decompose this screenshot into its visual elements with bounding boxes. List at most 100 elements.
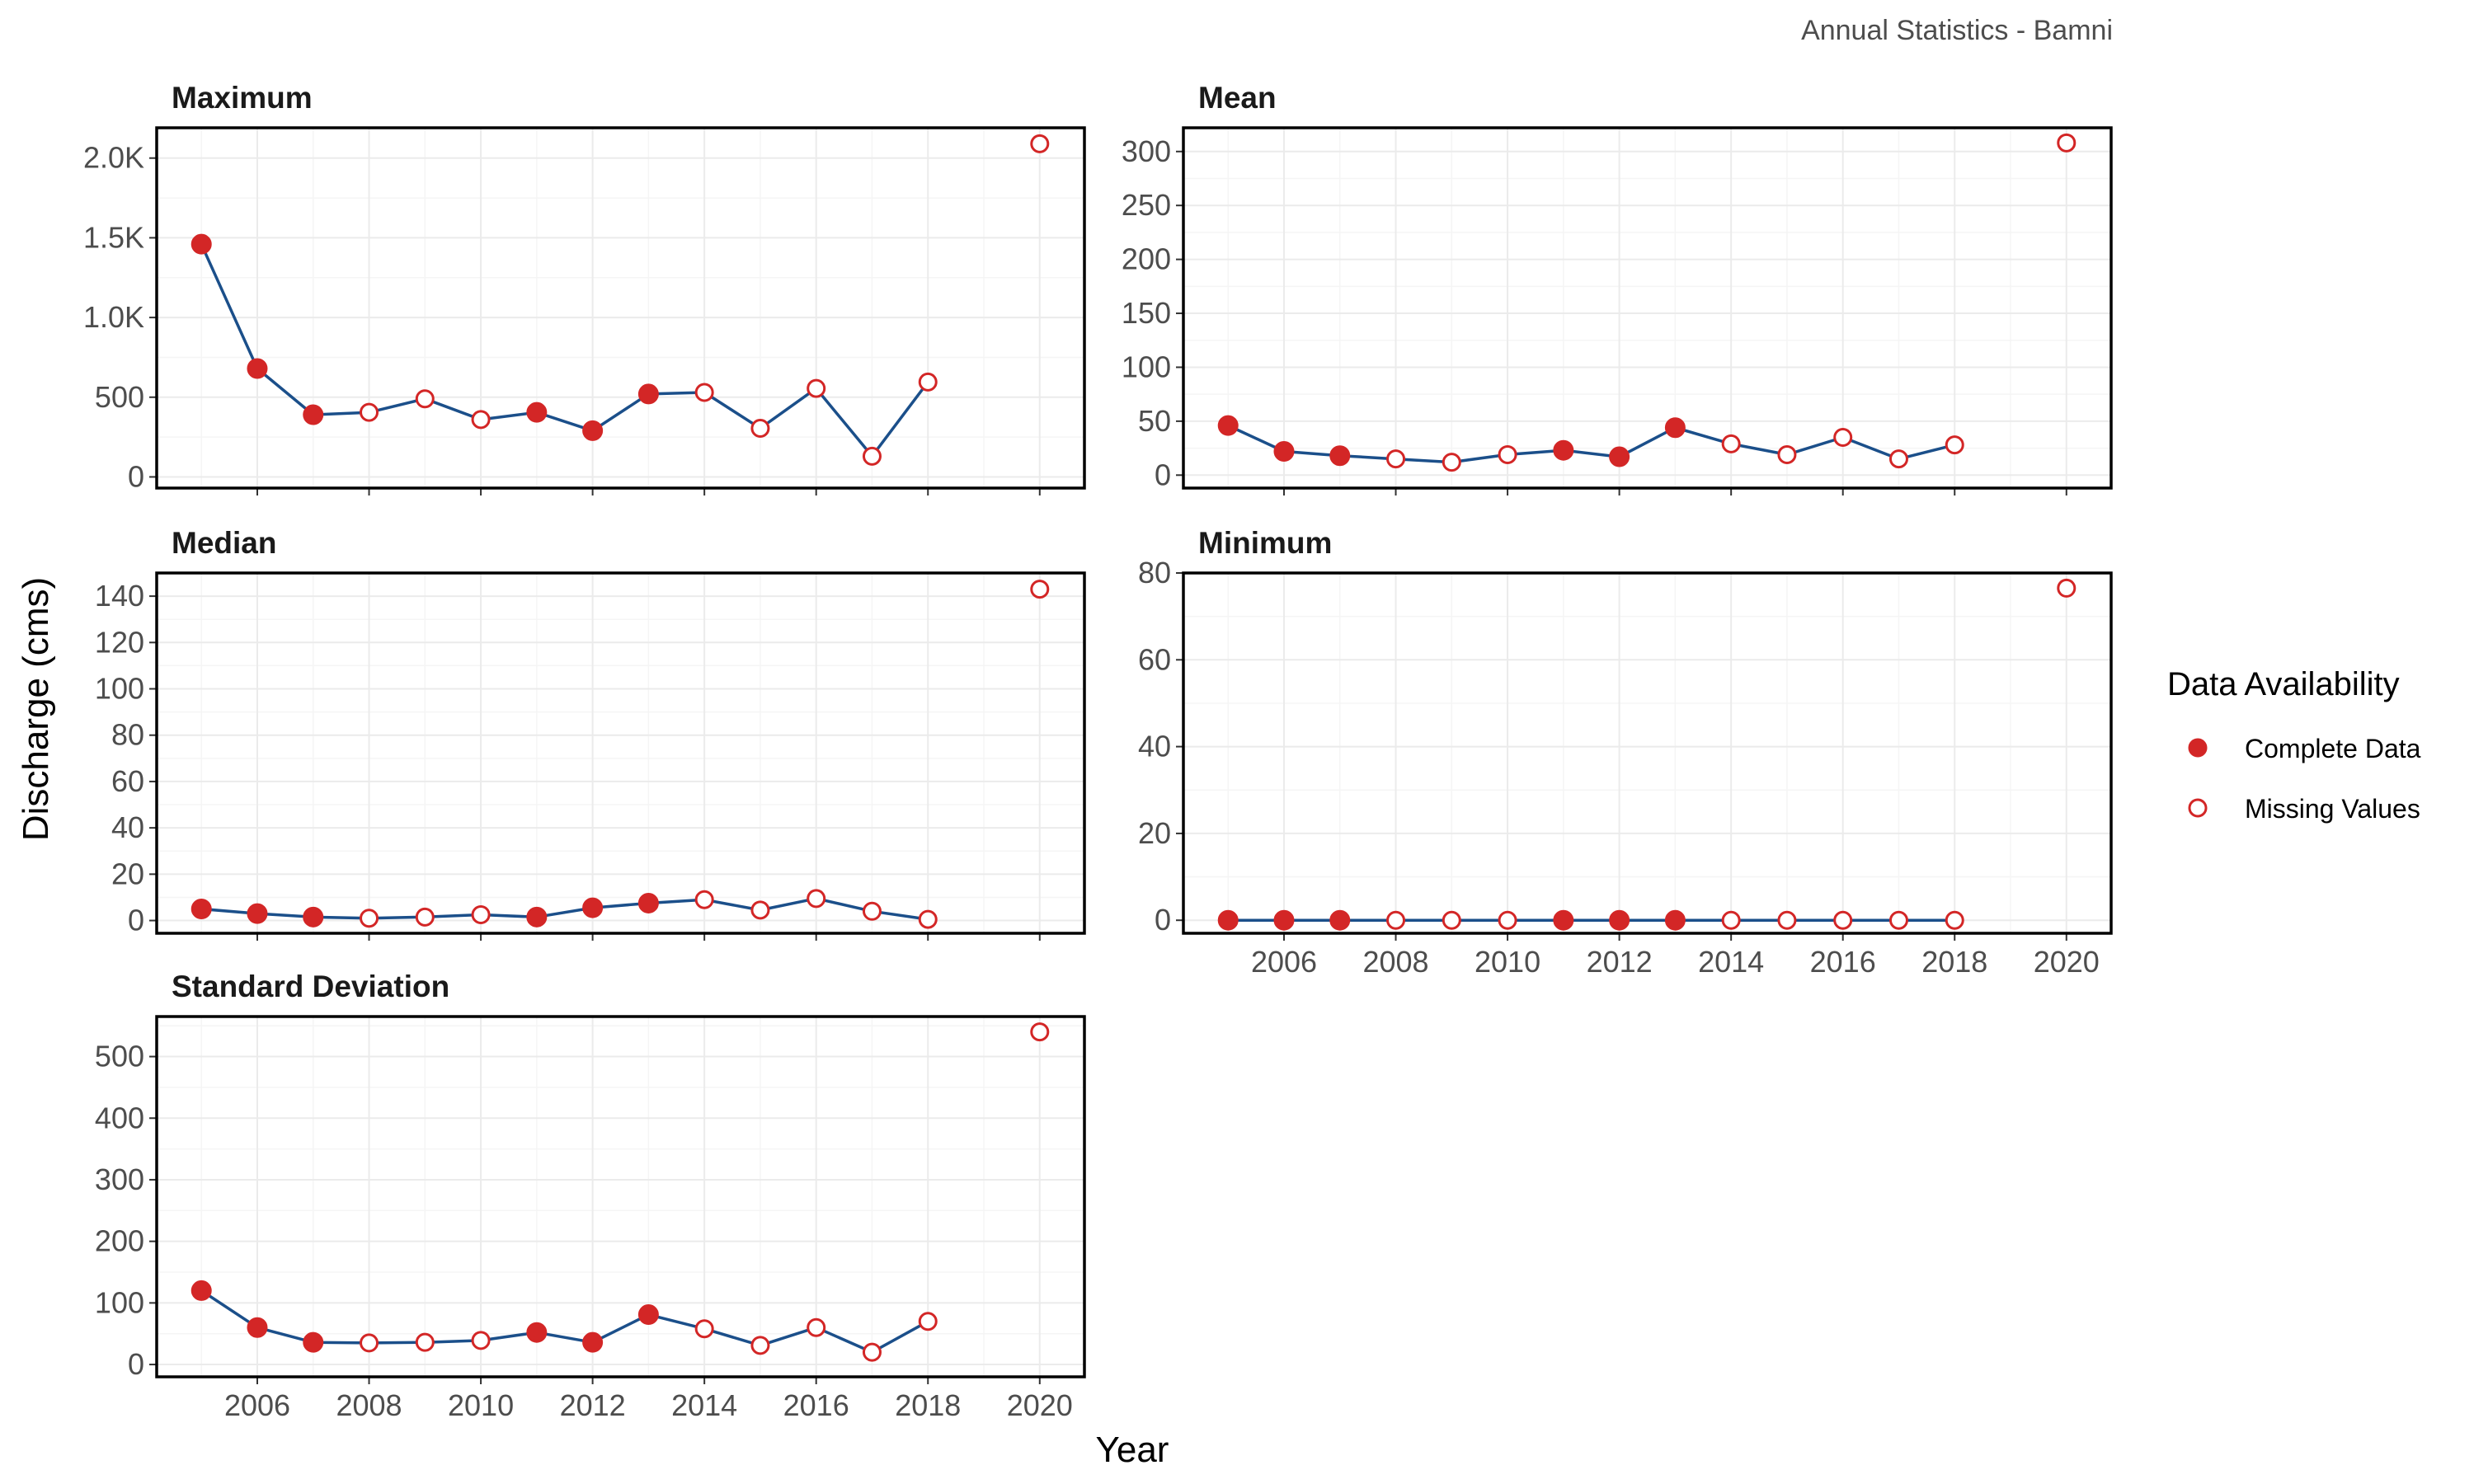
y-tick-label: 200 bbox=[95, 1224, 144, 1258]
data-point-missing bbox=[1833, 910, 1853, 930]
panel-minimum: Minimum 0 20 40 60 80 2006 2008 2010 2012 2014 2016… bbox=[1138, 526, 2113, 979]
x-tick-label: 2014 bbox=[671, 1388, 737, 1422]
y-tick-label: 200 bbox=[1122, 242, 1171, 276]
panel-title-maximum: Maximum bbox=[172, 81, 313, 115]
data-point-missing bbox=[1442, 910, 1461, 930]
data-point-missing bbox=[862, 901, 882, 921]
data-point-complete bbox=[1553, 909, 1574, 931]
panel-title-minimum: Minimum bbox=[1198, 526, 1332, 560]
x-tick-label: 2008 bbox=[1362, 945, 1428, 979]
y-tick-label: 0 bbox=[1155, 903, 1171, 937]
y-tick-label: 2.0K bbox=[83, 141, 144, 175]
data-point-missing bbox=[1030, 580, 1050, 599]
data-point-complete bbox=[1273, 441, 1295, 463]
y-tick-label: 300 bbox=[1122, 134, 1171, 168]
data-point-missing bbox=[694, 1319, 714, 1339]
y-tick-label: 250 bbox=[1122, 188, 1171, 222]
data-point-complete bbox=[526, 906, 548, 928]
x-tick-label: 2010 bbox=[1475, 945, 1540, 979]
data-point-complete bbox=[1329, 909, 1351, 931]
panel-maximum: Maximum 0 500 1.0K 1.5K 2.0K bbox=[83, 81, 1086, 495]
data-point-missing bbox=[918, 909, 938, 929]
data-point-complete bbox=[1217, 909, 1239, 931]
data-point-missing bbox=[1777, 444, 1797, 464]
x-tick-label: 2012 bbox=[1587, 945, 1653, 979]
y-tick-label: 300 bbox=[95, 1162, 144, 1196]
data-point-complete bbox=[190, 233, 212, 255]
legend-key-missing bbox=[2188, 798, 2208, 818]
data-point-missing bbox=[694, 890, 714, 909]
data-point-missing bbox=[750, 418, 770, 438]
y-tick-label: 20 bbox=[111, 857, 144, 890]
data-point-complete bbox=[582, 420, 604, 441]
y-tick-label: 0 bbox=[128, 904, 144, 937]
y-tick-label: 80 bbox=[1138, 556, 1171, 589]
data-point-missing bbox=[807, 1317, 826, 1337]
data-point-complete bbox=[526, 1322, 548, 1343]
panel-border bbox=[1182, 126, 2113, 490]
y-tick-label: 120 bbox=[95, 625, 144, 659]
y-tick-label: 500 bbox=[95, 1040, 144, 1073]
legend-label-missing: Missing Values bbox=[2245, 794, 2420, 824]
series-line-mean bbox=[1228, 143, 2067, 462]
x-tick-label: 2020 bbox=[1007, 1388, 1073, 1422]
y-tick-label: 60 bbox=[1138, 642, 1171, 676]
legend-title: Data Availability bbox=[2167, 666, 2400, 702]
data-point-complete bbox=[1609, 446, 1630, 467]
panel-mean: Mean 0 50 100 150 200 250 300 bbox=[1122, 81, 2113, 495]
y-tick-label: 60 bbox=[111, 764, 144, 798]
data-point-missing bbox=[1777, 910, 1797, 930]
data-point-complete bbox=[582, 897, 604, 918]
y-tick-label: 50 bbox=[1138, 404, 1171, 438]
y-axis-title: Discharge (cms) bbox=[16, 577, 56, 841]
data-point-missing bbox=[1888, 449, 1908, 469]
data-point-missing bbox=[1386, 449, 1406, 469]
data-point-complete bbox=[637, 1304, 659, 1326]
x-tick-label: 2006 bbox=[224, 1388, 290, 1422]
data-point-missing bbox=[1030, 1022, 1050, 1042]
y-tick-label: 40 bbox=[111, 810, 144, 844]
data-point-complete bbox=[303, 1331, 324, 1353]
legend-key-complete bbox=[2188, 738, 2208, 758]
data-point-missing bbox=[1721, 910, 1741, 930]
panel-median: Median 0 20 40 60 80 100 120 140 bbox=[95, 526, 1086, 941]
data-point-complete bbox=[526, 402, 548, 423]
data-point-complete bbox=[582, 1331, 604, 1353]
x-tick-label: 2006 bbox=[1251, 945, 1317, 979]
data-point-missing bbox=[360, 402, 379, 422]
y-tick-label: 400 bbox=[95, 1101, 144, 1134]
data-point-complete bbox=[247, 903, 268, 924]
data-point-missing bbox=[1030, 134, 1050, 153]
data-point-missing bbox=[471, 410, 491, 430]
data-point-missing bbox=[471, 1331, 491, 1350]
x-tick-label: 2008 bbox=[336, 1388, 402, 1422]
data-point-missing bbox=[1498, 444, 1517, 464]
legend: Data Availability Complete Data Missing … bbox=[2167, 666, 2421, 824]
x-tick-label: 2018 bbox=[1921, 945, 1987, 979]
y-tick-label: 1.5K bbox=[83, 220, 144, 254]
data-point-missing bbox=[750, 1336, 770, 1355]
series-line-maximum bbox=[201, 143, 1040, 456]
data-point-complete bbox=[1217, 415, 1239, 436]
y-tick-label: 100 bbox=[95, 1285, 144, 1319]
data-point-missing bbox=[807, 378, 826, 398]
y-tick-label: 100 bbox=[95, 672, 144, 706]
data-point-complete bbox=[1273, 909, 1295, 931]
plot-caption: Annual Statistics - Bamni bbox=[1801, 15, 2113, 46]
x-tick-label: 2012 bbox=[560, 1388, 626, 1422]
legend-label-complete: Complete Data bbox=[2245, 734, 2421, 763]
series-line-median bbox=[201, 589, 1040, 919]
y-tick-label: 80 bbox=[111, 718, 144, 752]
data-point-missing bbox=[1945, 910, 1964, 930]
data-point-complete bbox=[1664, 417, 1686, 439]
x-tick-label: 2014 bbox=[1698, 945, 1764, 979]
data-point-missing bbox=[862, 446, 882, 466]
y-tick-label: 500 bbox=[95, 380, 144, 414]
data-point-missing bbox=[1498, 910, 1517, 930]
panels: Maximum05001.0K1.5K2.0KMean0501001502002… bbox=[83, 81, 2113, 1422]
x-axis-title: Year bbox=[1096, 1430, 1169, 1470]
data-point-missing bbox=[415, 907, 435, 927]
data-point-complete bbox=[303, 404, 324, 425]
data-point-complete bbox=[1553, 439, 1574, 461]
